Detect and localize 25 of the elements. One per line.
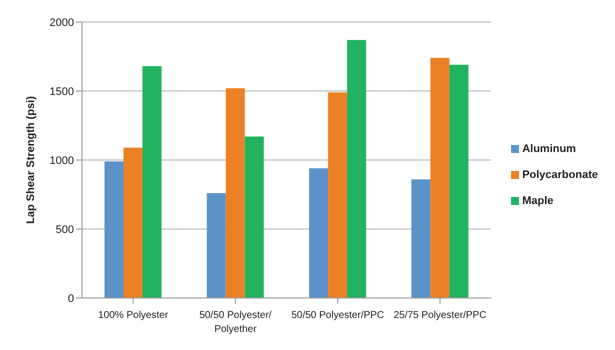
bar bbox=[449, 64, 468, 298]
y-tick-label: 1000 bbox=[50, 154, 74, 167]
x-tick-label: 25/75 Polyester/PPC bbox=[394, 310, 486, 321]
y-axis-title: Lap Shear Strength (psi) bbox=[24, 96, 37, 224]
bar bbox=[226, 88, 245, 298]
x-tick-label: 50/50 Polyester/Polyether bbox=[199, 310, 272, 335]
bar bbox=[104, 161, 124, 298]
bar bbox=[347, 40, 366, 298]
legend-label: Aluminum bbox=[522, 143, 576, 155]
bar bbox=[206, 193, 226, 298]
bar bbox=[142, 66, 162, 298]
y-tick-label: 2000 bbox=[50, 16, 74, 29]
y-tick-label: 0 bbox=[68, 292, 74, 305]
x-tick-label: 50/50 Polyester/PPC bbox=[291, 310, 384, 321]
bar bbox=[328, 92, 348, 298]
y-tick-label: 1500 bbox=[50, 86, 74, 98]
bar bbox=[411, 179, 430, 298]
bar bbox=[124, 148, 143, 298]
y-tick-label: 500 bbox=[56, 224, 74, 236]
bar bbox=[430, 58, 450, 298]
bar bbox=[309, 168, 328, 298]
bar bbox=[244, 136, 264, 298]
legend-label: Polycarbonate bbox=[522, 169, 598, 181]
legend-label: Maple bbox=[522, 195, 554, 207]
x-tick-label: 100% Polyester bbox=[98, 310, 169, 321]
